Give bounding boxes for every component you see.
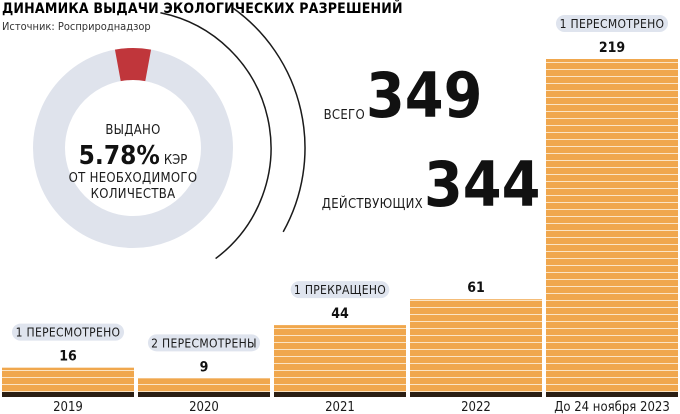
donut-caption-line1: ВЫДАНО [105, 123, 160, 138]
annotation-badge-text: 1 ПЕРЕСМОТРЕНО [560, 17, 665, 31]
bar [274, 325, 406, 392]
x-axis-tick-labels: 2019 2020 2021 2022 До 24 ноября 2023 [53, 400, 670, 414]
x-tick-label: 2020 [189, 400, 219, 414]
donut-slice [114, 47, 152, 82]
bar-base [138, 392, 270, 397]
bar-series [2, 59, 678, 397]
bar-annotations: 1 ПЕРЕСМОТРЕНО 2 ПЕРЕСМОТРЕНЫ 1 ПРЕКРАЩЕНО… [11, 15, 669, 352]
bar-base [410, 392, 542, 397]
annotation-badge-text: 1 ПЕРЕСМОТРЕНО [16, 326, 121, 340]
annotation-badge [555, 15, 669, 32]
annotation-badge [11, 323, 125, 341]
bar [138, 378, 270, 392]
total-active-label: ДЕЙСТВУЮЩИХ [322, 196, 423, 212]
chart-source: Источник: Росприроднадзор [2, 20, 151, 33]
donut-percent: 5.78% [79, 141, 160, 171]
bar [2, 367, 134, 392]
annotation-badge [147, 334, 261, 352]
donut-unit: КЭР [164, 153, 188, 168]
bar-value-label: 44 [331, 306, 349, 322]
bar-base [546, 392, 678, 397]
x-tick-label: 2021 [325, 400, 355, 414]
bar-value-label: 9 [200, 359, 209, 375]
annotation-badge [290, 281, 390, 299]
x-tick-label: До 24 ноября 2023 [554, 400, 670, 414]
totals-block: ВСЕГО 349 ДЕЙСТВУЮЩИХ 344 [322, 59, 541, 221]
x-tick-label: 2022 [461, 400, 491, 414]
decorative-arc [160, 12, 272, 260]
bar-value-label: 219 [599, 40, 625, 56]
x-tick-label: 2019 [53, 400, 83, 414]
total-all-label: ВСЕГО [324, 108, 365, 123]
decorative-arc [232, 7, 306, 233]
chart-title: ДИНАМИКА ВЫДАЧИ ЭКОЛОГИЧЕСКИХ РАЗРЕШЕНИЙ [2, 0, 403, 17]
donut-chart: ВЫДАНО 5.78% КЭР ОТ НЕОБХОДИМОГО КОЛИЧЕСТ… [33, 7, 306, 260]
bar-value-labels: 16 9 44 61 219 [59, 40, 625, 375]
total-all-value: 349 [366, 59, 482, 132]
annotation-badge-text: 2 ПЕРЕСМОТРЕНЫ [151, 336, 257, 350]
donut-percent-line: 5.78% КЭР [79, 141, 188, 171]
bar-base [2, 392, 134, 397]
donut-caption-line4: КОЛИЧЕСТВА [91, 187, 176, 202]
annotation-badge-text: 1 ПРЕКРАЩЕНО [294, 283, 386, 297]
bar-base [274, 392, 406, 397]
bar [546, 59, 678, 392]
total-active-value: 344 [424, 148, 540, 221]
bar-value-label: 16 [59, 349, 77, 365]
donut-caption-line3: ОТ НЕОБХОДИМОГО [69, 171, 198, 186]
bar [410, 299, 542, 392]
bar-value-label: 61 [467, 280, 485, 296]
